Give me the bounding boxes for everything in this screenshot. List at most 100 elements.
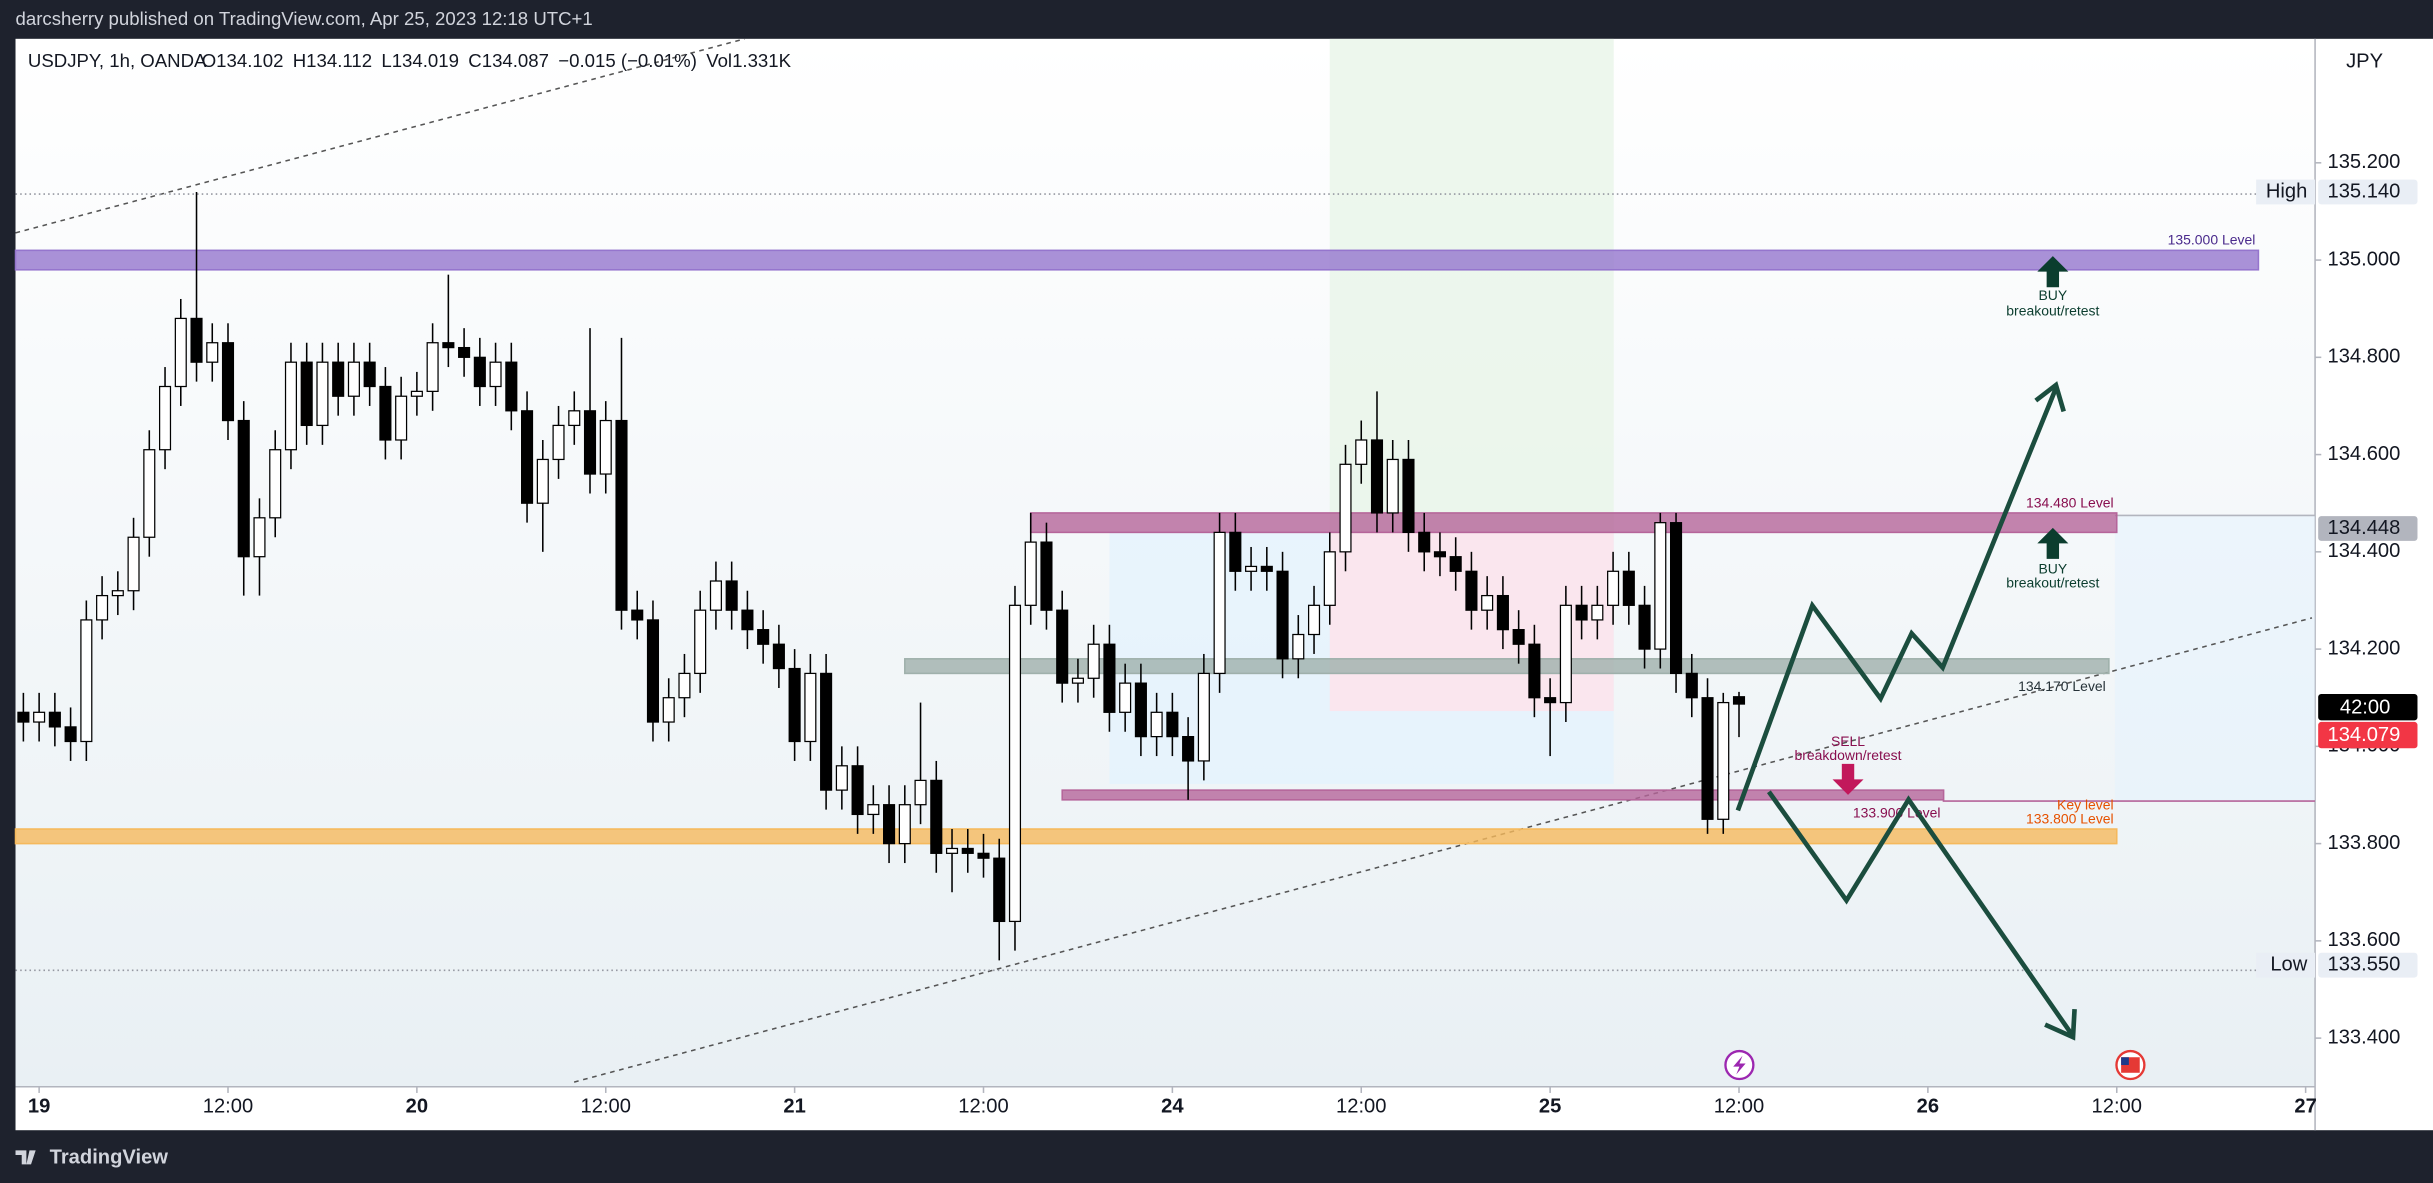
candle-body (127, 536, 140, 592)
candle-body (851, 765, 864, 816)
candle-body (646, 619, 660, 723)
x-tick-label: 12:00 (203, 1095, 253, 1117)
candle-body (347, 361, 360, 397)
candle-body (930, 779, 943, 854)
candle-body (804, 672, 817, 743)
candle-body (64, 726, 77, 743)
brand: TradingView (50, 1146, 169, 1168)
candle-body (1386, 458, 1399, 514)
x-tick-label: 26 (1917, 1095, 1939, 1117)
candle-body (1669, 522, 1683, 675)
annotation: BUY (2038, 560, 2067, 576)
candle-body (1559, 604, 1572, 704)
candle-body (1339, 463, 1352, 553)
candle-body (190, 317, 203, 363)
candle-body (898, 804, 911, 845)
candle-body (1465, 570, 1478, 611)
candle-body (867, 804, 880, 816)
candle-body (143, 449, 156, 538)
price-axis (2315, 38, 2433, 1131)
candle-body (1229, 531, 1242, 572)
price-badge (2318, 179, 2418, 205)
annotation: BUY (2038, 287, 2067, 303)
candle-body (284, 361, 298, 451)
y-tick-label: 134.200 (2327, 637, 2400, 659)
current-price: 134.079 (2327, 724, 2400, 746)
symbol: USDJPY, 1h, OANDA (28, 50, 207, 71)
candle-body (1024, 541, 1037, 606)
price-badge-name-bg (2256, 179, 2316, 205)
level-zone (14, 249, 2260, 271)
candle-body (1150, 711, 1163, 738)
x-tick-label: 21 (783, 1095, 805, 1117)
candle-body (993, 857, 1006, 923)
candle-body (111, 590, 124, 597)
candle-body (1449, 556, 1462, 572)
candle-body (631, 609, 644, 621)
candle-body (1103, 643, 1116, 713)
candle-body (1087, 643, 1100, 679)
publisher: darcsherry published on TradingView.com,… (16, 8, 593, 29)
candle-body (820, 672, 833, 791)
header: USDJPY, 1h, OANDA O134.102 H134.112 L134.0… (28, 50, 792, 71)
x-tick-label: 19 (28, 1095, 50, 1117)
candle-body (678, 672, 691, 699)
candle-body (269, 449, 282, 519)
x-tick-label: 20 (406, 1095, 428, 1117)
candle-body (237, 419, 250, 558)
candle-body (1213, 531, 1226, 675)
candle-body (1717, 701, 1730, 820)
y-tick-label: 135.200 (2327, 151, 2400, 173)
candle-body (1292, 633, 1305, 660)
level-zone (14, 828, 2118, 845)
candle-body (599, 419, 612, 475)
candle-body (1134, 682, 1147, 738)
candle-body (1402, 458, 1415, 534)
level-label: 133.800 Level (2026, 810, 2114, 826)
candle-body (1701, 697, 1714, 820)
candle-body (96, 594, 109, 621)
price-badge-label: 134.448 (2327, 517, 2400, 539)
ohlc-value: Vol1.331K (706, 50, 791, 71)
candle-body (1732, 696, 1746, 705)
candle-body (1056, 609, 1069, 684)
candle-body (1481, 594, 1494, 611)
price-badge-name: Low (2270, 954, 2307, 976)
ohlc-value: C134.087 (468, 50, 549, 71)
candle-body (961, 847, 974, 854)
trendline (573, 617, 2313, 1083)
candle-body (1433, 551, 1447, 558)
candle-body (662, 697, 675, 723)
candle-body (158, 385, 172, 451)
candle-body (1323, 551, 1336, 606)
candle-body (1245, 565, 1258, 572)
candle-body (1622, 570, 1635, 606)
candle-body (1071, 677, 1084, 684)
price-badge (2318, 952, 2418, 978)
ohlc-value: H134.112 (293, 50, 372, 71)
candle-body (33, 711, 46, 723)
buy-arrow (2037, 256, 2069, 288)
flag-icon-glyph (2121, 1057, 2129, 1066)
x-tick-label: 25 (1539, 1095, 1561, 1117)
y-tick-label: 133.800 (2327, 832, 2400, 854)
price-badge-name: High (2266, 180, 2307, 202)
candle-body (426, 342, 439, 392)
candle-body (395, 395, 408, 441)
candle-body (536, 458, 549, 504)
level-zone (1029, 512, 2118, 534)
candle-body (489, 361, 502, 388)
annotation: SELL (1831, 733, 1865, 749)
candle-body (1119, 682, 1132, 713)
candle-body (757, 629, 770, 645)
candle-body (174, 317, 187, 388)
candle-body (48, 711, 61, 728)
candle-body (694, 609, 707, 675)
candle-body (1544, 697, 1557, 704)
drawings (1735, 381, 2077, 1041)
candle-body (977, 852, 990, 859)
price-badge-name-bg (2256, 952, 2316, 978)
current-price-badge (2318, 721, 2418, 749)
buy-arrow (2037, 527, 2069, 559)
